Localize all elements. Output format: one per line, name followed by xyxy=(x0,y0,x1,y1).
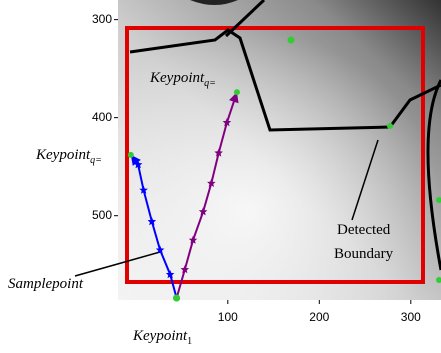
keypoint xyxy=(173,295,180,302)
annotation-text: Keypoint xyxy=(149,70,205,86)
keypoint-dot xyxy=(288,37,295,44)
keypoint-dot xyxy=(387,123,393,129)
annotation: Keypoint1 xyxy=(132,328,192,347)
x-tick-label: 100 xyxy=(218,310,238,324)
keypoint xyxy=(128,152,134,158)
figure: Keypointq= Keypointq= Samplepoint Keypoi… xyxy=(0,0,441,353)
annotation-text: Keypoint xyxy=(132,328,188,344)
annotation: Boundary xyxy=(334,246,394,262)
annotation-sub: q= xyxy=(90,155,102,166)
x-tick-label: 200 xyxy=(309,310,329,324)
y-tick-label: 300 xyxy=(92,12,112,26)
annotation-sub: q= xyxy=(204,78,216,89)
annotation: Keypointq= xyxy=(35,147,102,166)
annotation: Detected xyxy=(337,222,391,238)
x-tick-label: 300 xyxy=(401,310,421,324)
keypoint xyxy=(234,89,240,95)
annotation-sub: 1 xyxy=(187,336,192,347)
annotation-text: Keypoint xyxy=(35,147,91,163)
y-tick-label: 400 xyxy=(92,110,112,124)
annotation: Samplepoint xyxy=(8,276,84,292)
y-tick-label: 500 xyxy=(92,208,112,222)
